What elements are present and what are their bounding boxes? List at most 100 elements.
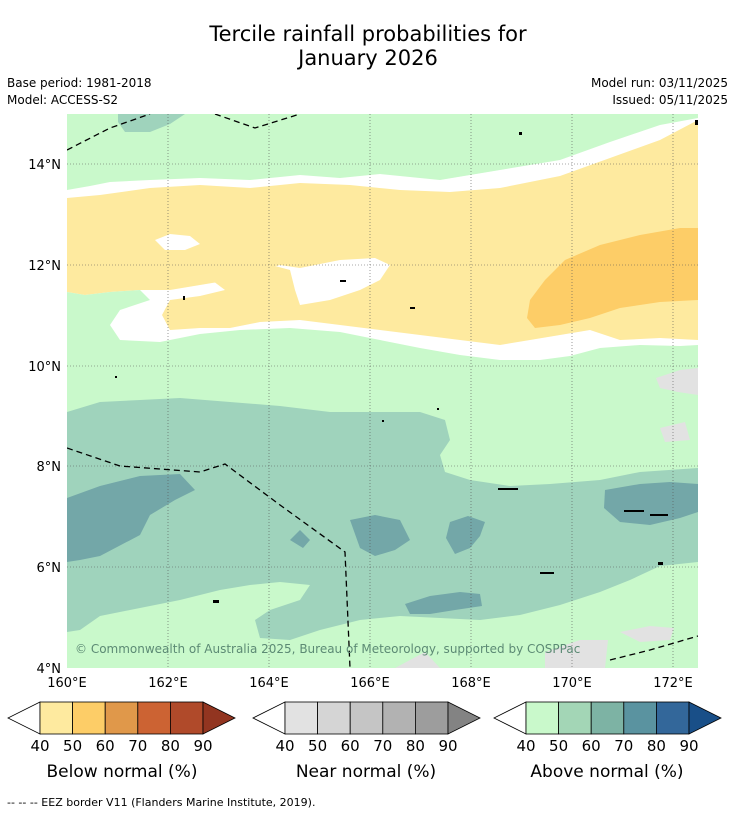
colorbar-swatch <box>590 701 625 735</box>
island <box>115 376 117 378</box>
chart-title: Tercile rainfall probabilities for Janua… <box>0 22 736 70</box>
colorbar-tick-label: 60 <box>341 737 360 755</box>
lon-label: 160°E <box>47 676 87 691</box>
lon-label: 170°E <box>552 676 592 691</box>
island <box>498 488 518 490</box>
island <box>540 572 554 574</box>
island <box>624 510 644 512</box>
region-below-60 <box>527 228 698 328</box>
lat-label: 4°N <box>37 662 62 677</box>
island <box>519 132 522 135</box>
region-above-60-top <box>118 114 185 132</box>
lon-label: 166°E <box>350 676 390 691</box>
eez-borders <box>67 114 698 668</box>
colorbar-tick-label: 40 <box>275 737 294 755</box>
colorbar-swatch <box>137 701 171 735</box>
region-near-c <box>545 640 608 668</box>
graticule <box>67 114 698 668</box>
colorbar-swatch <box>72 701 106 735</box>
colorbar-label-near: Near normal (%) <box>295 762 437 782</box>
colorbar-tick-label: 70 <box>128 737 147 755</box>
island <box>382 420 384 422</box>
region-above-70-b <box>350 515 410 556</box>
colorbar-swatch <box>104 701 139 735</box>
meta-right: Model run: 03/11/2025 Issued: 05/11/2025 <box>591 75 728 109</box>
region-near-a <box>656 368 698 395</box>
colorbar-tick-label: 40 <box>30 737 49 755</box>
colorbar-1: 40 50 60 70 80 90 <box>252 701 481 755</box>
island <box>658 562 663 565</box>
colorbar-tick-label: 90 <box>438 737 457 755</box>
island <box>340 280 346 282</box>
lat-label: 14°N <box>28 158 61 173</box>
colorbar-tick-label: 80 <box>406 737 425 755</box>
colorbar-tick-label: 80 <box>161 737 180 755</box>
eez-footer-note: -- -- -- EEZ border V11 (Flanders Marine… <box>7 796 316 809</box>
lon-label: 162°E <box>148 676 188 691</box>
eez-border-north-2 <box>214 114 301 129</box>
lat-label: 8°N <box>37 460 62 475</box>
meta-left: Base period: 1981-2018 Model: ACCESS-S2 <box>7 75 152 109</box>
island <box>213 600 219 603</box>
colorbars: 40 50 60 70 80 90 40 50 60 70 80 90 40 50 60 70 80 90 <box>7 701 722 755</box>
issued-date: Issued: 05/11/2025 <box>612 93 728 107</box>
colorbar-swatch <box>414 701 449 735</box>
lon-label: 164°E <box>249 676 289 691</box>
island <box>183 296 185 300</box>
colorbar-tick-label: 80 <box>647 737 666 755</box>
island <box>437 408 439 410</box>
colorbar-tick-label: 90 <box>679 737 698 755</box>
lon-labels: 160°E 162°E 164°E 166°E 168°E 170°E 172°… <box>47 676 693 691</box>
region-near-b <box>660 422 690 442</box>
eez-border-west <box>67 447 351 668</box>
colorbar-label-below: Below normal (%) <box>46 762 198 782</box>
colorbar-swatch <box>656 701 690 735</box>
colorbar-swatch <box>525 701 559 735</box>
colorbar-tick-label: 60 <box>96 737 115 755</box>
colorbar-swatch <box>382 701 416 735</box>
region-above-70-d <box>405 592 482 614</box>
colorbar-label-above: Above normal (%) <box>530 762 684 782</box>
colorbar-tick-label: 60 <box>582 737 601 755</box>
lat-label: 12°N <box>28 259 61 274</box>
base-period: Base period: 1981-2018 <box>7 76 152 90</box>
model-name: Model: ACCESS-S2 <box>7 93 119 107</box>
lon-label: 172°E <box>653 676 693 691</box>
colorbar-swatch <box>623 701 657 735</box>
colorbar-arrow-high <box>688 701 722 735</box>
colorbar-arrow-low <box>252 701 286 735</box>
region-above-50-north <box>67 114 698 190</box>
lon-label: 168°E <box>451 676 491 691</box>
colorbar-arrow-low <box>7 701 41 735</box>
region-above-70-east <box>604 482 698 525</box>
colorbar-arrow-high <box>202 701 236 735</box>
region-above-70-west <box>67 474 195 562</box>
island <box>695 120 698 125</box>
lat-label: 10°N <box>28 360 61 375</box>
colorbar-swatch <box>284 701 318 735</box>
title-line-2: January 2026 <box>298 46 438 70</box>
island <box>410 307 415 309</box>
colorbar-swatch <box>349 701 384 735</box>
colorbar-tick-label: 50 <box>308 737 327 755</box>
islands <box>115 120 698 603</box>
map-plot-area <box>67 114 698 668</box>
colorbar-tick-label: 70 <box>614 737 633 755</box>
lat-label: 6°N <box>37 561 62 576</box>
island <box>650 514 668 516</box>
colorbar-tick-label: 40 <box>516 737 535 755</box>
colorbar-2: 40 50 60 70 80 90 <box>493 701 722 755</box>
region-above-70-a <box>290 530 310 548</box>
colorbar-swatch <box>558 701 592 735</box>
colorbar-tick-label: 50 <box>549 737 568 755</box>
region-near-e <box>395 652 440 668</box>
colorbar-arrow-low <box>493 701 527 735</box>
title-line-1: Tercile rainfall probabilities for <box>209 22 527 46</box>
region-near-d <box>620 626 674 642</box>
colorbar-swatch <box>169 701 204 735</box>
colorbar-tick-label: 50 <box>63 737 82 755</box>
region-above-70-c <box>446 516 485 554</box>
lat-labels: 14°N 12°N 10°N 8°N 6°N 4°N <box>28 158 61 677</box>
colorbar-tick-label: 70 <box>373 737 392 755</box>
